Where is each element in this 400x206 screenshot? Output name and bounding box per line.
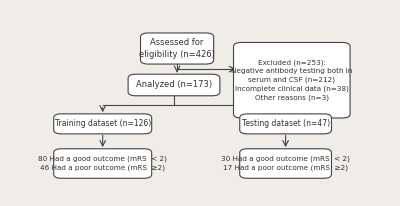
Text: Analyzed (n=173): Analyzed (n=173) xyxy=(136,81,212,89)
Text: Assessed for
eligibility (n=426): Assessed for eligibility (n=426) xyxy=(139,38,215,59)
FancyBboxPatch shape xyxy=(140,33,214,64)
FancyBboxPatch shape xyxy=(54,114,152,134)
Text: Training dataset (n=126): Training dataset (n=126) xyxy=(54,119,151,128)
Text: 30 Had a good outcome (mRS  < 2)
17 Had a poor outcome (mRS  ≥2): 30 Had a good outcome (mRS < 2) 17 Had a… xyxy=(221,156,350,171)
FancyBboxPatch shape xyxy=(234,42,350,118)
FancyBboxPatch shape xyxy=(54,149,152,178)
FancyBboxPatch shape xyxy=(240,149,332,178)
Text: 80 Had a good outcome (mRS  < 2)
46 Had a poor outcome (mRS  ≥2): 80 Had a good outcome (mRS < 2) 46 Had a… xyxy=(38,156,167,171)
Text: Excluded (n=253):
Negative antibody testing both in
serum and CSF (n=212)
Incomp: Excluded (n=253): Negative antibody test… xyxy=(231,59,352,101)
Text: Testing dataset (n=47): Testing dataset (n=47) xyxy=(242,119,330,128)
FancyBboxPatch shape xyxy=(240,114,332,134)
FancyBboxPatch shape xyxy=(128,74,220,96)
